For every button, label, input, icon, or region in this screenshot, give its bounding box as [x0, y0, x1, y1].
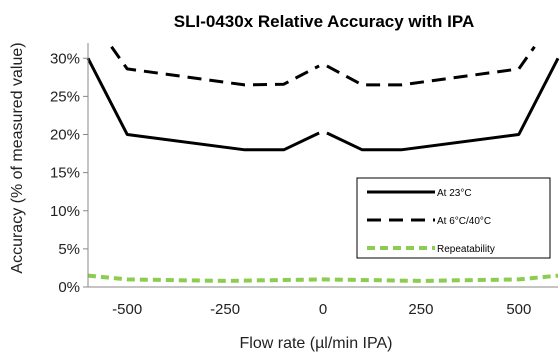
- legend-entry: At 23°C: [367, 188, 472, 199]
- legend-entry: At 6°C/40°C: [367, 216, 491, 227]
- x-tick-label: -500: [112, 301, 142, 318]
- series-line: [87, 273, 559, 283]
- y-tick-label: 30%: [50, 50, 80, 67]
- y-tick-label: 25%: [50, 88, 80, 105]
- series-at-23-c: [86, 57, 560, 152]
- series-line: [110, 45, 320, 87]
- x-tick-label: -250: [210, 301, 240, 318]
- y-axis-label: Accuracy (% of measured value): [9, 42, 26, 273]
- series-line: [326, 45, 536, 87]
- series-line: [326, 57, 560, 152]
- x-tick-label: 250: [408, 301, 433, 318]
- legend-label: Repeatability: [437, 244, 495, 255]
- legend-label: At 6°C/40°C: [437, 216, 491, 227]
- plot-area: [86, 45, 560, 283]
- y-tick-label: 15%: [50, 165, 80, 182]
- legend: At 23°C At 6°C/40°C Repeatability: [356, 177, 551, 259]
- x-tick-label: 0: [319, 301, 327, 318]
- legend-entry: Repeatability: [367, 244, 495, 255]
- y-tick-label: 5%: [58, 241, 80, 258]
- chart-title: SLI-0430x Relative Accuracy with IPA: [174, 12, 474, 31]
- x-axis-label: Flow rate (µl/min IPA): [240, 335, 393, 352]
- y-axis: 0% 5% 10% 15% 20% 25% 30%: [50, 43, 89, 296]
- legend-label: At 23°C: [437, 188, 472, 199]
- y-tick-label: 0%: [58, 279, 80, 296]
- x-axis: -500 -250 0 250 500: [88, 286, 558, 318]
- y-tick-label: 10%: [50, 203, 80, 220]
- y-tick-label: 20%: [50, 127, 80, 144]
- series-repeatability: [87, 273, 559, 283]
- series-line: [86, 57, 320, 152]
- series-at-6-c-40-c: [110, 45, 536, 87]
- x-tick-label: 500: [506, 301, 531, 318]
